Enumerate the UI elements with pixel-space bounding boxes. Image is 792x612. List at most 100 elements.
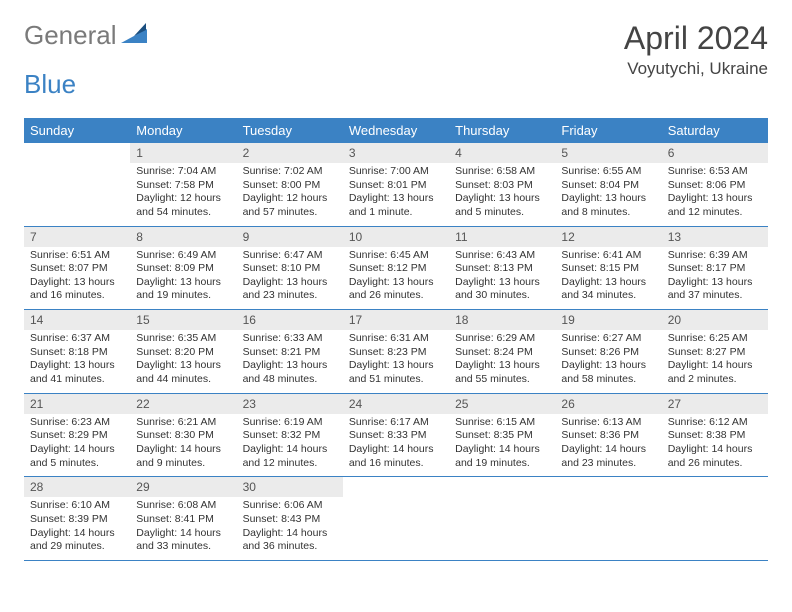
sunrise-text: Sunrise: 6:08 AM [136, 499, 230, 513]
daylight-text: Daylight: 13 hours and 8 minutes. [561, 192, 655, 219]
day-content: Sunrise: 7:02 AMSunset: 8:00 PMDaylight:… [237, 163, 343, 226]
calendar-table: Sunday Monday Tuesday Wednesday Thursday… [24, 118, 768, 561]
day-content [662, 483, 768, 541]
day-content: Sunrise: 6:06 AMSunset: 8:43 PMDaylight:… [237, 497, 343, 560]
day-cell: 13Sunrise: 6:39 AMSunset: 8:17 PMDayligh… [662, 226, 768, 310]
day-content: Sunrise: 6:37 AMSunset: 8:18 PMDaylight:… [24, 330, 130, 393]
daylight-text: Daylight: 14 hours and 16 minutes. [349, 443, 443, 470]
day-cell: 17Sunrise: 6:31 AMSunset: 8:23 PMDayligh… [343, 310, 449, 394]
day-content [343, 483, 449, 541]
logo: General [24, 20, 149, 51]
day-number: 20 [662, 310, 768, 330]
daylight-text: Daylight: 14 hours and 12 minutes. [243, 443, 337, 470]
day-header-cell: Thursday [449, 118, 555, 143]
day-content: Sunrise: 6:43 AMSunset: 8:13 PMDaylight:… [449, 247, 555, 310]
day-cell: 6Sunrise: 6:53 AMSunset: 8:06 PMDaylight… [662, 143, 768, 226]
day-cell [449, 477, 555, 561]
sunrise-text: Sunrise: 6:06 AM [243, 499, 337, 513]
day-header-cell: Sunday [24, 118, 130, 143]
day-cell: 26Sunrise: 6:13 AMSunset: 8:36 PMDayligh… [555, 393, 661, 477]
day-number: 26 [555, 394, 661, 414]
sunrise-text: Sunrise: 6:33 AM [243, 332, 337, 346]
daylight-text: Daylight: 12 hours and 57 minutes. [243, 192, 337, 219]
day-content: Sunrise: 6:47 AMSunset: 8:10 PMDaylight:… [237, 247, 343, 310]
sunrise-text: Sunrise: 6:53 AM [668, 165, 762, 179]
day-cell: 15Sunrise: 6:35 AMSunset: 8:20 PMDayligh… [130, 310, 236, 394]
day-header-row: Sunday Monday Tuesday Wednesday Thursday… [24, 118, 768, 143]
day-number: 6 [662, 143, 768, 163]
day-content: Sunrise: 6:19 AMSunset: 8:32 PMDaylight:… [237, 414, 343, 477]
sunrise-text: Sunrise: 6:10 AM [30, 499, 124, 513]
day-number: 4 [449, 143, 555, 163]
sunset-text: Sunset: 8:38 PM [668, 429, 762, 443]
sunrise-text: Sunrise: 6:29 AM [455, 332, 549, 346]
day-cell: 21Sunrise: 6:23 AMSunset: 8:29 PMDayligh… [24, 393, 130, 477]
sunrise-text: Sunrise: 7:02 AM [243, 165, 337, 179]
sunset-text: Sunset: 8:15 PM [561, 262, 655, 276]
daylight-text: Daylight: 14 hours and 19 minutes. [455, 443, 549, 470]
day-cell: 8Sunrise: 6:49 AMSunset: 8:09 PMDaylight… [130, 226, 236, 310]
daylight-text: Daylight: 13 hours and 34 minutes. [561, 276, 655, 303]
sunrise-text: Sunrise: 6:45 AM [349, 249, 443, 263]
daylight-text: Daylight: 13 hours and 1 minute. [349, 192, 443, 219]
day-content: Sunrise: 6:39 AMSunset: 8:17 PMDaylight:… [662, 247, 768, 310]
month-title: April 2024 [624, 20, 768, 57]
sunset-text: Sunset: 8:03 PM [455, 179, 549, 193]
day-number: 22 [130, 394, 236, 414]
daylight-text: Daylight: 14 hours and 36 minutes. [243, 527, 337, 554]
day-number: 19 [555, 310, 661, 330]
sunrise-text: Sunrise: 6:37 AM [30, 332, 124, 346]
sunrise-text: Sunrise: 6:35 AM [136, 332, 230, 346]
sunrise-text: Sunrise: 6:47 AM [243, 249, 337, 263]
daylight-text: Daylight: 14 hours and 33 minutes. [136, 527, 230, 554]
day-cell [343, 477, 449, 561]
day-cell: 23Sunrise: 6:19 AMSunset: 8:32 PMDayligh… [237, 393, 343, 477]
sunset-text: Sunset: 8:41 PM [136, 513, 230, 527]
day-content: Sunrise: 6:25 AMSunset: 8:27 PMDaylight:… [662, 330, 768, 393]
daylight-text: Daylight: 13 hours and 26 minutes. [349, 276, 443, 303]
sunrise-text: Sunrise: 6:58 AM [455, 165, 549, 179]
sunrise-text: Sunrise: 6:49 AM [136, 249, 230, 263]
sunrise-text: Sunrise: 6:15 AM [455, 416, 549, 430]
day-cell [555, 477, 661, 561]
daylight-text: Daylight: 13 hours and 41 minutes. [30, 359, 124, 386]
sunrise-text: Sunrise: 6:27 AM [561, 332, 655, 346]
day-number: 8 [130, 227, 236, 247]
day-cell: 7Sunrise: 6:51 AMSunset: 8:07 PMDaylight… [24, 226, 130, 310]
day-number: 24 [343, 394, 449, 414]
daylight-text: Daylight: 14 hours and 5 minutes. [30, 443, 124, 470]
daylight-text: Daylight: 13 hours and 55 minutes. [455, 359, 549, 386]
sunrise-text: Sunrise: 6:51 AM [30, 249, 124, 263]
logo-text-blue: Blue [24, 69, 76, 99]
day-content: Sunrise: 6:12 AMSunset: 8:38 PMDaylight:… [662, 414, 768, 477]
week-row: 14Sunrise: 6:37 AMSunset: 8:18 PMDayligh… [24, 310, 768, 394]
day-number: 16 [237, 310, 343, 330]
daylight-text: Daylight: 13 hours and 37 minutes. [668, 276, 762, 303]
day-content: Sunrise: 6:15 AMSunset: 8:35 PMDaylight:… [449, 414, 555, 477]
day-number: 11 [449, 227, 555, 247]
week-row: 7Sunrise: 6:51 AMSunset: 8:07 PMDaylight… [24, 226, 768, 310]
daylight-text: Daylight: 13 hours and 30 minutes. [455, 276, 549, 303]
sunset-text: Sunset: 8:18 PM [30, 346, 124, 360]
sunset-text: Sunset: 8:32 PM [243, 429, 337, 443]
day-cell: 16Sunrise: 6:33 AMSunset: 8:21 PMDayligh… [237, 310, 343, 394]
sunset-text: Sunset: 8:21 PM [243, 346, 337, 360]
sunset-text: Sunset: 8:33 PM [349, 429, 443, 443]
day-content: Sunrise: 6:17 AMSunset: 8:33 PMDaylight:… [343, 414, 449, 477]
sunset-text: Sunset: 8:35 PM [455, 429, 549, 443]
daylight-text: Daylight: 14 hours and 23 minutes. [561, 443, 655, 470]
day-header-cell: Tuesday [237, 118, 343, 143]
sunset-text: Sunset: 7:58 PM [136, 179, 230, 193]
day-content: Sunrise: 6:21 AMSunset: 8:30 PMDaylight:… [130, 414, 236, 477]
sunrise-text: Sunrise: 6:17 AM [349, 416, 443, 430]
day-number: 3 [343, 143, 449, 163]
sunrise-text: Sunrise: 6:39 AM [668, 249, 762, 263]
day-cell: 27Sunrise: 6:12 AMSunset: 8:38 PMDayligh… [662, 393, 768, 477]
daylight-text: Daylight: 14 hours and 2 minutes. [668, 359, 762, 386]
day-cell [662, 477, 768, 561]
sunset-text: Sunset: 8:36 PM [561, 429, 655, 443]
day-cell: 5Sunrise: 6:55 AMSunset: 8:04 PMDaylight… [555, 143, 661, 226]
daylight-text: Daylight: 14 hours and 29 minutes. [30, 527, 124, 554]
day-content: Sunrise: 6:53 AMSunset: 8:06 PMDaylight:… [662, 163, 768, 226]
daylight-text: Daylight: 13 hours and 19 minutes. [136, 276, 230, 303]
